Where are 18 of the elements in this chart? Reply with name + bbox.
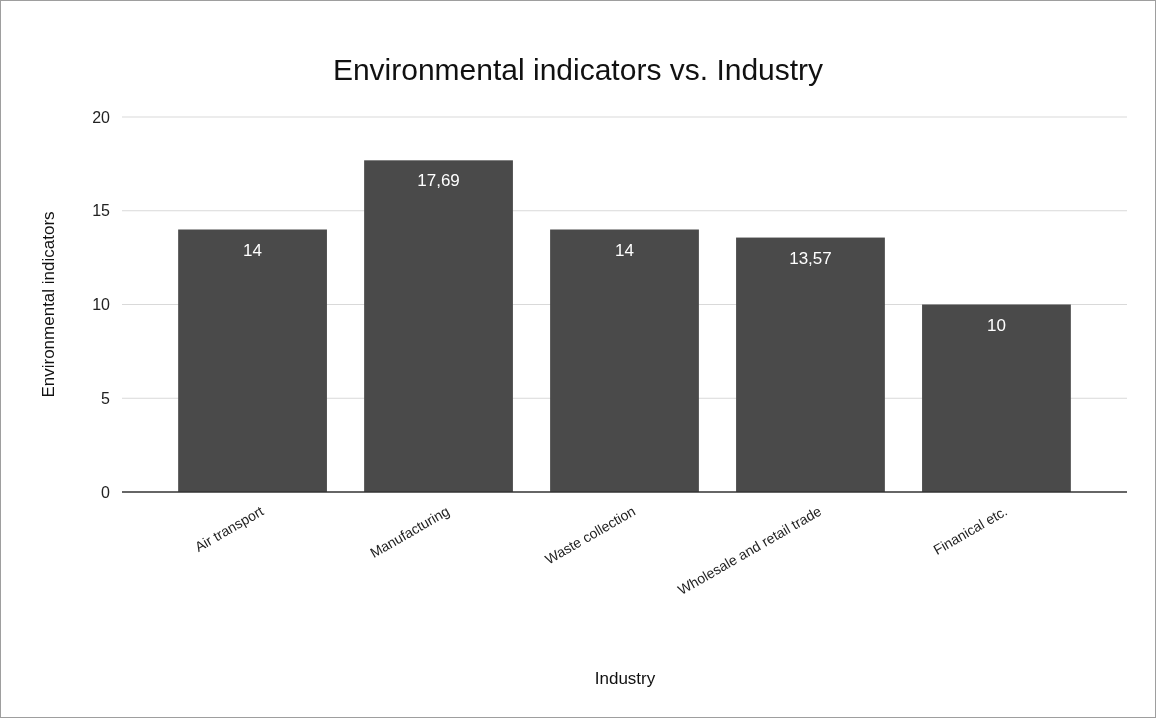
bar — [550, 229, 699, 492]
y-axis-title: Environmental indicators — [39, 211, 58, 398]
bar — [922, 304, 1071, 492]
y-tick-label: 0 — [101, 483, 111, 501]
bar — [736, 237, 885, 492]
data-label: 10 — [986, 315, 1006, 335]
bar — [364, 160, 513, 492]
y-tick-label: 10 — [92, 296, 111, 314]
data-label: 13,57 — [789, 248, 832, 268]
data-label: 17,69 — [417, 171, 460, 191]
x-axis-title: Industry — [594, 669, 656, 688]
chart-title: Environmental indicators vs. Industry — [332, 53, 824, 86]
y-tick-label: 5 — [101, 389, 111, 407]
bar — [178, 229, 327, 492]
y-tick-label: 15 — [92, 202, 111, 220]
y-tick-label: 20 — [92, 108, 111, 126]
data-label: 14 — [615, 240, 634, 260]
data-label: 14 — [243, 240, 263, 260]
